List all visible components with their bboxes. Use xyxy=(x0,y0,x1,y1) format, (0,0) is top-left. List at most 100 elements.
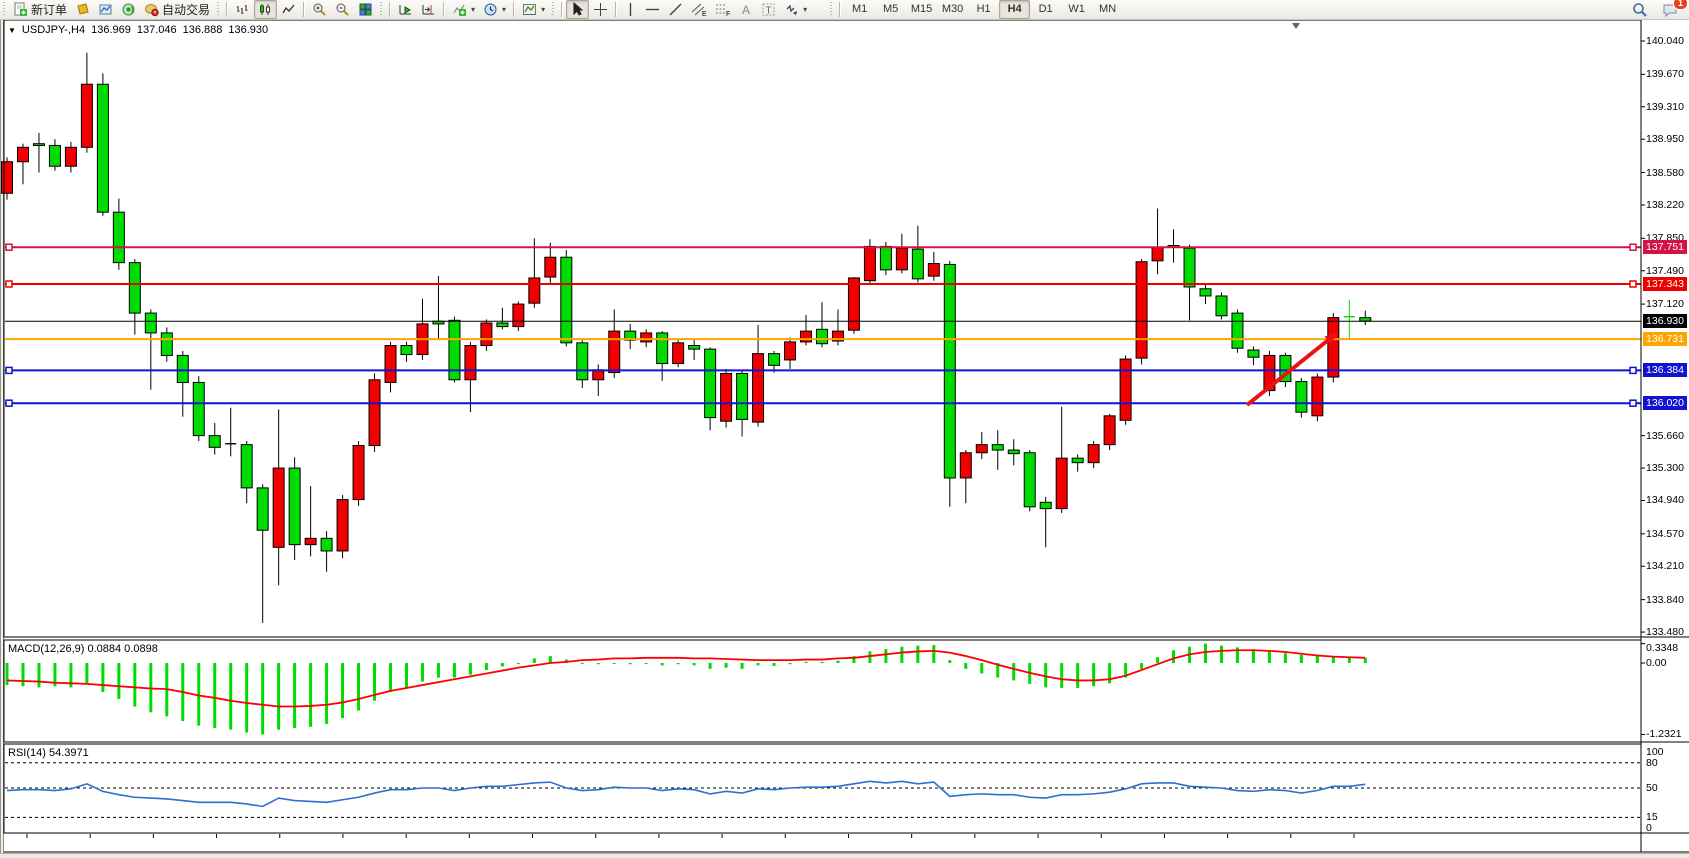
toolbar-grip[interactable] xyxy=(216,2,222,17)
auto-trading-button[interactable]: 自动交易 xyxy=(140,0,214,19)
fibonacci-button[interactable]: F xyxy=(711,0,735,19)
line-chart-button[interactable] xyxy=(277,0,300,19)
text-button[interactable]: A xyxy=(735,0,757,19)
line-handle[interactable] xyxy=(5,280,13,288)
new-chart-button[interactable] xyxy=(71,0,94,19)
equidistant-channel-button[interactable]: E xyxy=(687,0,711,19)
chart-window[interactable] xyxy=(0,20,1689,853)
arrows-button[interactable]: ▾ xyxy=(780,0,811,19)
horizontal-line-button[interactable] xyxy=(641,0,664,19)
candle-body xyxy=(815,328,828,345)
macd-label: MACD(12,26,9) 0.0884 0.0898 xyxy=(8,643,158,655)
tile-windows-button[interactable] xyxy=(354,0,377,19)
bar-chart-button[interactable] xyxy=(231,0,254,19)
timeframe-m15[interactable]: M15 xyxy=(910,3,933,15)
bar-chart-icon xyxy=(237,5,248,14)
separator xyxy=(615,2,618,17)
symbol-period: USDJPY-,H4 xyxy=(21,24,86,36)
line-handle[interactable] xyxy=(1629,280,1637,288)
profiles-button[interactable] xyxy=(94,0,117,19)
candle-body xyxy=(847,277,860,331)
rsi-scale-label: 15 xyxy=(1646,811,1658,824)
candle-body xyxy=(784,341,797,361)
macd-histogram-bar xyxy=(1219,645,1223,664)
indicators-icon xyxy=(453,4,467,16)
chart-shift-button[interactable] xyxy=(417,0,440,19)
candle-body xyxy=(608,330,621,374)
macd-histogram-bar xyxy=(1315,656,1319,664)
signals-button[interactable] xyxy=(117,0,140,19)
indicators-button[interactable]: ▾ xyxy=(448,0,479,19)
timeframe-m30[interactable]: M30 xyxy=(941,3,964,15)
price-tick-label: 134.570 xyxy=(1646,527,1684,540)
trend-arrow[interactable] xyxy=(1245,331,1339,407)
macd-histogram-bar xyxy=(213,663,217,728)
search-button[interactable] xyxy=(1628,0,1652,19)
line-handle[interactable] xyxy=(5,366,13,375)
tile-windows-icon xyxy=(359,3,372,16)
timeframe-m1[interactable]: M1 xyxy=(851,3,868,15)
candlestick-chart-button[interactable] xyxy=(254,0,278,19)
candle-body xyxy=(112,211,125,264)
line-handle[interactable] xyxy=(1629,399,1637,407)
auto-scroll-button[interactable] xyxy=(394,0,417,19)
candle-body xyxy=(656,332,669,365)
macd-histogram-bar xyxy=(468,663,472,675)
line-handle[interactable] xyxy=(1629,243,1637,251)
toolbar-grip[interactable] xyxy=(551,2,557,17)
horizontal-line-icon xyxy=(646,8,660,11)
candle-body xyxy=(256,487,269,531)
chart-menu-icon[interactable]: ▼ xyxy=(8,25,16,35)
timeframe-w1[interactable]: W1 xyxy=(1068,3,1085,15)
candle-body xyxy=(496,322,509,328)
line-handle[interactable] xyxy=(5,243,13,251)
candlestick-chart-icon xyxy=(260,4,271,15)
macd-histogram-bar xyxy=(580,663,584,665)
auto-trading-label: 自动交易 xyxy=(162,3,211,17)
timeframe-h4[interactable]: H4 xyxy=(999,0,1031,19)
new-order-button[interactable]: 新订单 xyxy=(9,0,71,19)
zoom-out-button[interactable] xyxy=(331,0,354,19)
timeframe-d1[interactable]: D1 xyxy=(1038,3,1053,15)
templates-button[interactable]: ▾ xyxy=(518,0,549,19)
chevron-down-icon: ▾ xyxy=(502,5,507,14)
timeframe-mn[interactable]: MN xyxy=(1099,3,1117,15)
trend-arrow-head[interactable] xyxy=(1324,333,1337,345)
separator xyxy=(561,2,564,17)
periods-button[interactable]: ▾ xyxy=(479,0,510,19)
macd-histogram-bar xyxy=(420,663,424,682)
candle-body xyxy=(384,345,397,383)
candle-body xyxy=(1023,452,1036,508)
chat-button[interactable]: 1 xyxy=(1658,0,1688,19)
line-handle[interactable] xyxy=(1629,366,1637,375)
toolbar-grip[interactable] xyxy=(379,2,385,17)
candle-body xyxy=(975,444,988,454)
candle-body xyxy=(480,322,493,347)
vertical-line-button[interactable] xyxy=(620,0,641,19)
crosshair-button[interactable] xyxy=(589,0,612,19)
candle-body xyxy=(64,146,77,167)
separator xyxy=(513,2,516,17)
toolbar-grip[interactable] xyxy=(2,2,7,17)
toolbar-grip[interactable] xyxy=(829,2,835,17)
trendline-button[interactable] xyxy=(664,0,687,19)
candle-body xyxy=(48,145,61,167)
candle-body xyxy=(352,445,365,501)
zoom-in-button[interactable] xyxy=(308,0,331,19)
trendline-icon xyxy=(669,3,682,16)
macd-scale-label: -1.2321 xyxy=(1646,728,1682,741)
text-label-button[interactable]: T xyxy=(757,0,780,19)
macd-scale-label: 0.00 xyxy=(1646,657,1667,670)
clock-icon xyxy=(484,3,497,16)
profiles-icon xyxy=(99,4,112,15)
cursor-button[interactable] xyxy=(566,0,590,19)
timeframe-h1[interactable]: H1 xyxy=(976,3,991,15)
timeframe-m5[interactable]: M5 xyxy=(882,3,899,15)
equidistant-channel-icon: E xyxy=(691,3,707,17)
candle-body xyxy=(800,330,812,343)
line-handle[interactable] xyxy=(5,399,13,407)
rsi-scale-label: 80 xyxy=(1646,756,1658,769)
candle-body xyxy=(544,256,557,278)
